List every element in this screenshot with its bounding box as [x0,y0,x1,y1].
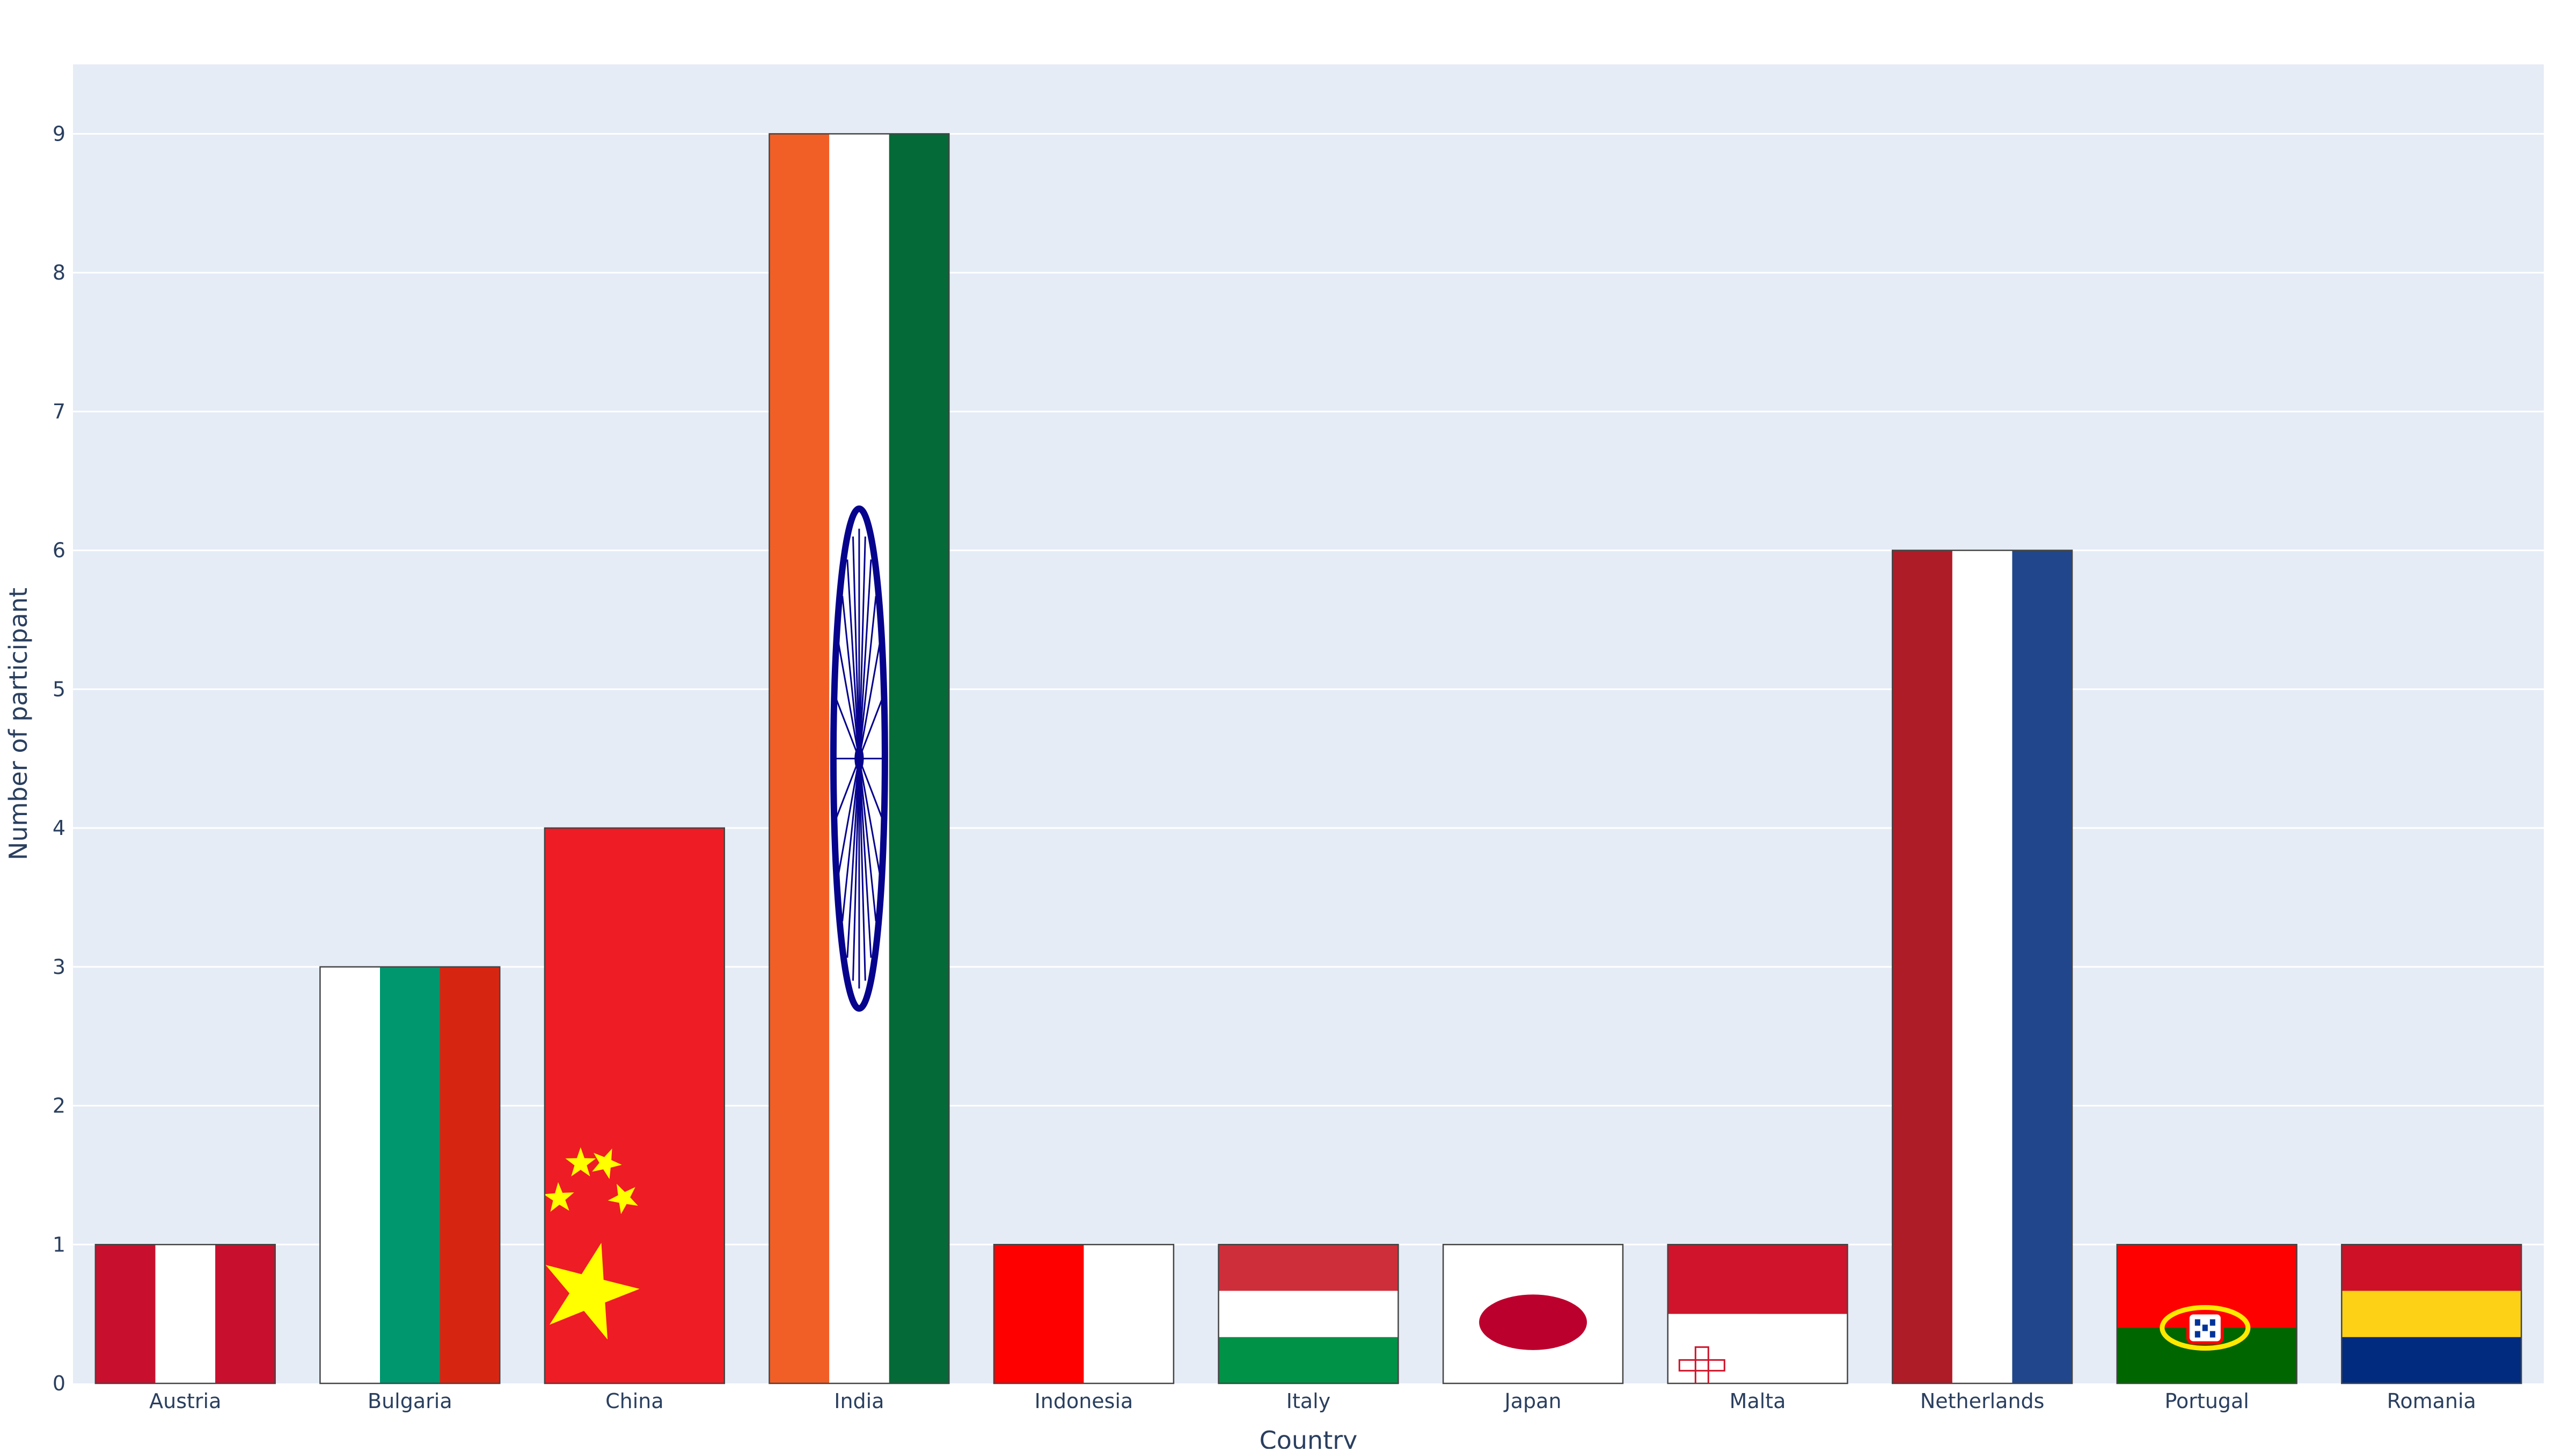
x-tick-label: Indonesia [1035,1389,1133,1413]
star-icon [544,1182,574,1212]
x-tick-label: Austria [149,1389,221,1413]
x-tick-label: Malta [1730,1389,1786,1413]
y-tick-label: 5 [53,677,65,701]
star-icon [608,1184,638,1214]
star-icon [545,1243,640,1340]
bar-malta [1667,1244,1848,1384]
bar-indonesia [993,1244,1175,1384]
star-icon [592,1148,622,1179]
y-tick-label: 4 [53,816,65,840]
sun-disc-icon [1479,1294,1587,1350]
coat-of-arms-icon [2160,1305,2251,1351]
george-cross-icon [1678,1346,1725,1384]
bar-china [544,827,726,1384]
y-tick-label: 8 [53,261,65,284]
y-tick-label: 7 [53,400,65,423]
y-axis-title: Number of participant [4,588,33,860]
x-axis-title: Country [1260,1426,1358,1449]
bar-romania [2341,1244,2522,1384]
x-tick-label: Portugal [2164,1389,2249,1413]
bar-austria [94,1244,276,1384]
star-icon [565,1147,596,1177]
x-tick-label: Romania [2387,1389,2476,1413]
y-tick-label: 2 [53,1094,65,1118]
y-tick-label: 1 [53,1233,65,1256]
x-tick-label: Bulgaria [368,1389,452,1413]
x-tick-label: China [605,1389,664,1413]
y-axis-ticks: 0 1 2 3 4 5 6 7 8 9 [53,122,65,1395]
x-tick-label: Italy [1286,1389,1330,1413]
bar-netherlands [1891,549,2073,1384]
y-tick-label: 3 [53,955,65,979]
x-tick-label: Netherlands [1920,1389,2045,1413]
x-axis-ticks: Austria Bulgaria China India Indonesia Italy J… [149,1389,2476,1413]
x-tick-label: Japan [1504,1389,1562,1413]
y-tick-label: 6 [53,539,65,562]
bar-japan [1442,1244,1624,1384]
bar-india [769,133,950,1384]
bar-italy [1218,1244,1399,1384]
bar-portugal [2116,1244,2297,1384]
bar-bulgaria [319,966,501,1384]
x-tick-label: India [834,1389,884,1413]
bars [94,133,2522,1384]
y-tick-label: 0 [53,1372,65,1395]
chakra-wheel-icon [830,505,888,1012]
y-tick-label: 9 [53,122,65,145]
